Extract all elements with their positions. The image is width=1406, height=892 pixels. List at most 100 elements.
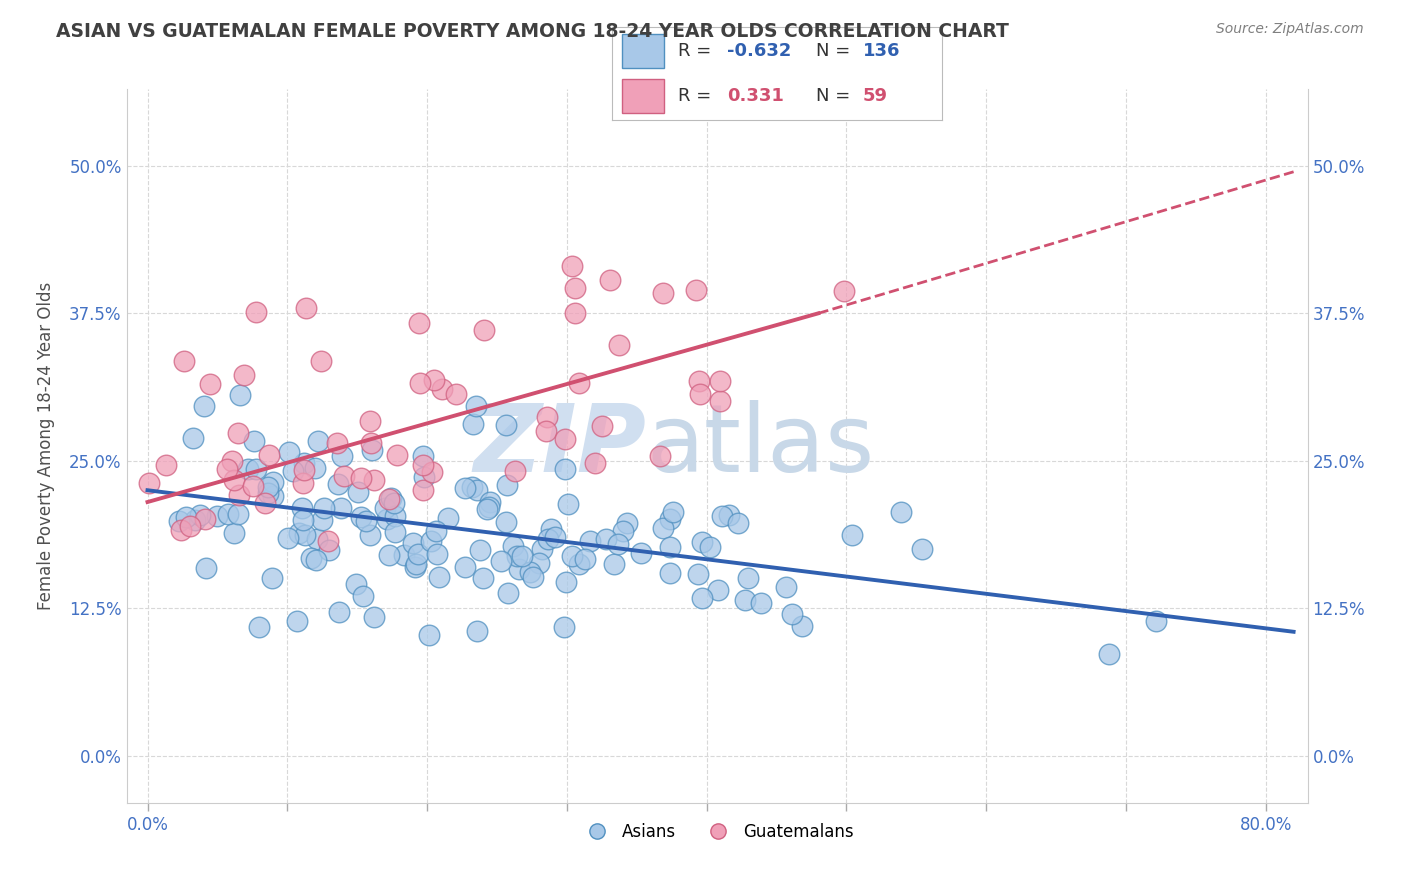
Asians [375, 511, 398, 525]
Asians [502, 539, 524, 553]
Asians [217, 508, 239, 522]
Guatemalans [138, 475, 160, 490]
Asians [406, 547, 429, 561]
Asians [463, 417, 485, 431]
Guatemalans [648, 450, 671, 464]
Asians [330, 501, 353, 516]
Asians [498, 586, 520, 600]
Asians [291, 501, 314, 516]
Asians [318, 543, 340, 558]
Guatemalans [155, 458, 177, 472]
Text: R =: R = [678, 42, 717, 60]
Asians [707, 582, 730, 597]
Guatemalans [294, 301, 316, 316]
Asians [276, 531, 298, 545]
Guatemalans [217, 462, 239, 476]
Guatemalans [412, 458, 434, 472]
Guatemalans [259, 448, 281, 462]
Asians [294, 528, 316, 542]
Asians [686, 566, 709, 581]
Asians [380, 491, 402, 506]
Asians [307, 434, 329, 448]
Guatemalans [169, 523, 191, 537]
Asians [595, 533, 617, 547]
Asians [305, 553, 328, 567]
Asians [510, 549, 533, 564]
Asians [506, 549, 529, 564]
Asians [737, 571, 759, 585]
Guatemalans [408, 316, 430, 330]
Text: -0.632: -0.632 [727, 42, 792, 60]
Asians [243, 434, 266, 448]
Asians [292, 513, 315, 527]
Guatemalans [385, 449, 408, 463]
Asians [426, 547, 449, 561]
Asians [427, 570, 450, 584]
Asians [420, 534, 443, 549]
Text: R =: R = [678, 87, 723, 104]
Asians [734, 593, 756, 607]
Asians [489, 553, 512, 567]
Guatemalans [326, 436, 349, 450]
Guatemalans [607, 337, 630, 351]
Guatemalans [474, 323, 496, 337]
Guatemalans [360, 435, 382, 450]
Asians [454, 559, 477, 574]
Asians [658, 541, 681, 555]
Asians [344, 577, 367, 591]
Asians [245, 462, 267, 476]
Asians [630, 546, 652, 560]
Guatemalans [503, 464, 526, 478]
Guatemalans [350, 471, 373, 485]
Guatemalans [242, 479, 264, 493]
Guatemalans [316, 533, 339, 548]
Asians [911, 541, 934, 556]
Asians [392, 548, 415, 562]
Guatemalans [832, 284, 855, 298]
Text: N =: N = [817, 42, 856, 60]
Asians [718, 508, 741, 522]
Asians [790, 619, 813, 633]
Asians [299, 551, 322, 566]
Guatemalans [591, 419, 613, 434]
Asians [467, 483, 489, 498]
Asians [479, 495, 502, 509]
Guatemalans [194, 512, 217, 526]
Guatemalans [232, 368, 254, 382]
FancyBboxPatch shape [621, 34, 665, 68]
Asians [238, 461, 260, 475]
Guatemalans [554, 432, 576, 446]
Asians [262, 489, 284, 503]
Asians [612, 524, 634, 539]
Asians [278, 445, 301, 459]
Asians [890, 505, 912, 519]
Guatemalans [444, 386, 467, 401]
Guatemalans [292, 462, 315, 476]
Asians [401, 535, 423, 549]
Guatemalans [412, 483, 434, 497]
Asians [780, 607, 803, 621]
Asians [690, 535, 713, 549]
Asians [603, 557, 626, 571]
Asians [285, 614, 308, 628]
Asians [352, 589, 374, 603]
Asians [262, 475, 284, 489]
Guatemalans [173, 354, 195, 368]
Asians [471, 571, 494, 585]
Asians [292, 456, 315, 470]
Text: 0.331: 0.331 [727, 87, 785, 104]
Asians [413, 470, 436, 484]
Asians [544, 530, 567, 544]
Asians [659, 512, 682, 526]
Asians [478, 500, 501, 514]
Guatemalans [200, 376, 222, 391]
Asians [304, 461, 326, 475]
Asians [384, 508, 406, 523]
Guatemalans [309, 354, 332, 368]
Asians [347, 484, 370, 499]
Asians [508, 561, 530, 575]
Guatemalans [377, 491, 399, 506]
Guatemalans [568, 376, 591, 390]
Asians [363, 610, 385, 624]
Guatemalans [292, 476, 315, 491]
